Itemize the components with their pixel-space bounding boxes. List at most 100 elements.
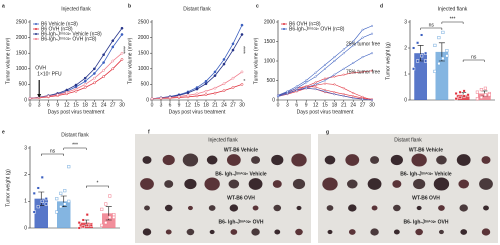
data-point <box>437 62 441 66</box>
y-tick-label: 1 <box>404 71 407 77</box>
tumor <box>390 154 403 166</box>
tumor <box>371 205 378 211</box>
data-point <box>36 205 40 209</box>
y-tick-label: 1500 <box>138 51 149 57</box>
data-point <box>102 61 105 64</box>
tumor <box>142 228 152 236</box>
tumor <box>459 204 468 212</box>
data-point <box>466 93 470 97</box>
data-point <box>479 95 483 99</box>
chart-title: Distant flank <box>61 132 89 138</box>
data-point <box>120 58 124 61</box>
legend-marker <box>35 23 37 25</box>
data-point <box>93 76 96 80</box>
data-point <box>445 49 449 53</box>
data-point <box>342 87 345 90</box>
x-tick-label: 27 <box>360 102 366 108</box>
x-tick-label: 24 <box>350 102 356 108</box>
bar <box>102 213 116 228</box>
significance: **** <box>240 46 246 54</box>
tumor <box>436 155 447 165</box>
data-point <box>240 33 244 36</box>
data-point <box>420 33 424 37</box>
data-point <box>195 92 199 96</box>
significance: **** <box>120 46 126 54</box>
tumor <box>348 204 357 212</box>
data-point <box>424 59 428 63</box>
tumor <box>393 229 400 235</box>
data-point <box>231 76 235 80</box>
legend-marker <box>283 23 285 25</box>
data-point <box>93 67 96 71</box>
data-point <box>437 36 441 40</box>
x-tick-label: 6 <box>47 102 50 108</box>
tumor <box>208 205 216 211</box>
x-axis-label: Days post virus treatment <box>297 109 354 115</box>
data-point <box>295 85 298 88</box>
data-point <box>213 91 217 95</box>
y-tick-label: 3 <box>404 19 407 25</box>
data-point <box>28 97 32 100</box>
data-point <box>342 67 345 70</box>
data-point <box>240 83 244 86</box>
y-tick-label: 2 <box>24 172 27 178</box>
panel-label: e <box>2 129 5 135</box>
panel-label: b <box>128 3 131 9</box>
data-point <box>102 69 105 72</box>
data-point <box>231 48 235 52</box>
legend-label: B6-Igh-Jᵗᵐ¹ᶜᵍⁿ OVH (n=8) <box>41 36 97 42</box>
data-point <box>240 70 244 74</box>
significance: * <box>97 180 99 186</box>
tumor <box>479 178 493 190</box>
data-point <box>361 70 364 73</box>
row-label: WT-B6 Vehicle <box>409 147 443 153</box>
data-point <box>314 83 317 86</box>
data-point <box>433 69 437 73</box>
panel-label: f <box>148 129 150 135</box>
data-point <box>111 45 115 49</box>
x-tick-label: 0 <box>151 102 154 108</box>
data-point <box>324 90 327 93</box>
tumor <box>142 156 152 164</box>
y-tick-label: 0 <box>24 97 27 103</box>
y-tick-label: 1000 <box>16 66 27 72</box>
bar <box>414 53 427 100</box>
data-point <box>63 202 67 206</box>
row-label: WT-B6 OVH <box>227 195 255 201</box>
data-point <box>83 86 87 89</box>
y-axis-label: Tumor volume (mm³) <box>253 37 259 84</box>
x-axis-label: Days post virus treatment <box>48 109 105 115</box>
data-point <box>352 40 355 43</box>
data-point <box>361 36 364 39</box>
data-point <box>333 83 336 86</box>
significance: *** <box>72 142 78 148</box>
data-point <box>44 197 48 201</box>
legend-label: B6 Vehicle (n=8) <box>41 21 78 27</box>
tumor <box>187 205 193 211</box>
tumor <box>458 179 470 189</box>
data-point <box>361 98 364 101</box>
data-point <box>352 44 355 47</box>
y-axis-label: Tumor volume (mm³) <box>5 37 11 84</box>
y-tick-label: 2500 <box>16 19 27 25</box>
data-point <box>112 213 116 217</box>
data-point <box>454 91 458 96</box>
data-point <box>483 86 487 90</box>
data-point <box>314 88 317 91</box>
data-point <box>483 93 487 97</box>
x-tick-label: 21 <box>212 102 218 108</box>
x-tick-label: 3 <box>38 102 41 108</box>
data-point <box>342 48 345 51</box>
tumor <box>251 156 261 164</box>
data-point <box>93 72 96 75</box>
data-point <box>342 52 345 55</box>
data-point <box>89 223 93 227</box>
significance-bracket <box>63 147 87 150</box>
tumor <box>209 229 215 235</box>
data-point <box>361 56 364 59</box>
tumor <box>413 178 426 190</box>
panel-label: d <box>380 3 383 9</box>
data-point <box>111 67 115 71</box>
tumor <box>296 205 302 211</box>
